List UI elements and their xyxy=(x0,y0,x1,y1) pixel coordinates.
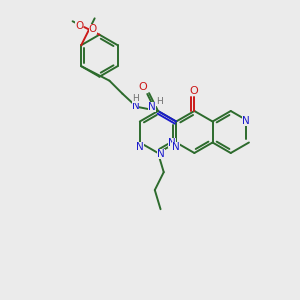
Text: N: N xyxy=(168,137,176,148)
Text: H: H xyxy=(157,97,163,106)
Text: O: O xyxy=(139,82,147,92)
Text: O: O xyxy=(75,21,83,31)
Text: N: N xyxy=(132,101,139,111)
Text: N: N xyxy=(172,142,180,152)
Text: O: O xyxy=(89,24,97,34)
Text: O: O xyxy=(189,86,198,96)
Text: N: N xyxy=(148,101,156,112)
Text: N: N xyxy=(136,142,144,152)
Text: H: H xyxy=(132,94,139,103)
Text: N: N xyxy=(157,149,165,159)
Text: N: N xyxy=(242,116,250,125)
